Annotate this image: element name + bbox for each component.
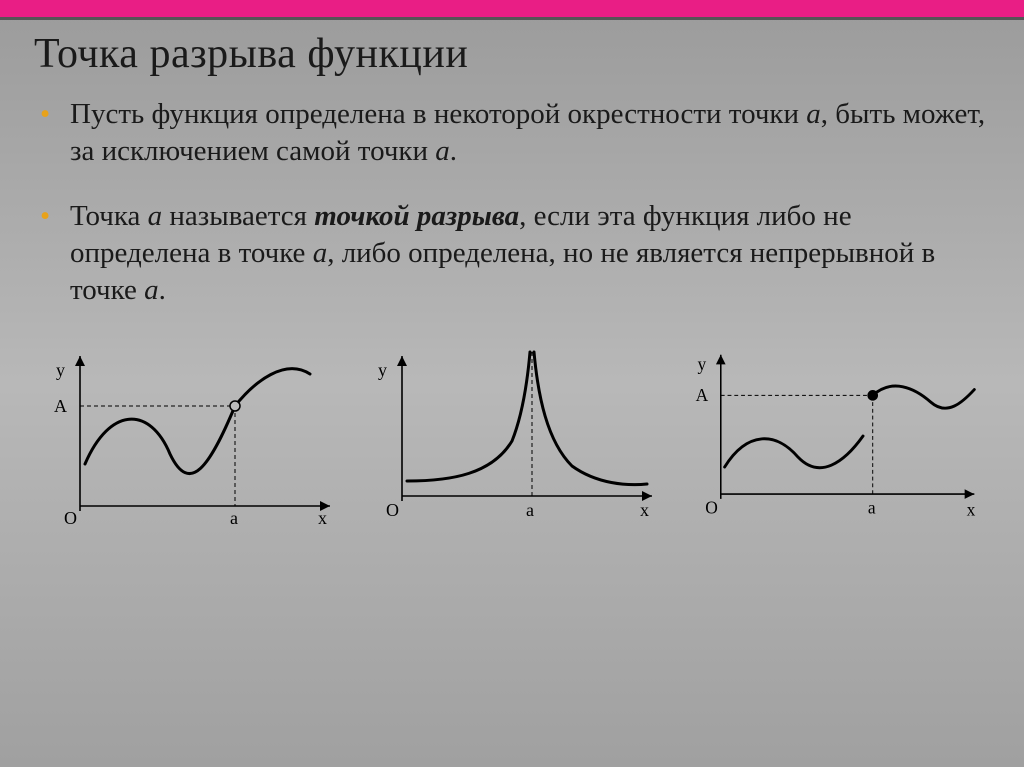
y-label: y [698, 354, 707, 374]
A-label: A [696, 385, 709, 405]
text: . [159, 274, 166, 306]
a-label: а [230, 508, 238, 526]
text: . [450, 135, 457, 167]
curve-right [873, 386, 975, 408]
curve [85, 368, 310, 473]
text: Пусть функция определена в некоторой окр… [70, 98, 806, 130]
bullet-2: Точка a называется точкой разрыва, если … [64, 198, 990, 309]
chart-1: y A O а х [40, 346, 340, 526]
var-a: a [435, 135, 450, 167]
text: называется [162, 200, 314, 232]
slide-title: Точка разрыва функции [34, 30, 990, 78]
y-label: y [378, 360, 387, 380]
curve-left [725, 436, 863, 468]
origin-label: O [64, 508, 77, 526]
var-a: a [806, 98, 821, 130]
text: Точка [70, 200, 148, 232]
charts-row: y A O а х y O а х [34, 338, 990, 526]
curve-left [407, 352, 530, 481]
var-a: a [313, 237, 328, 269]
origin-label: O [386, 500, 399, 520]
bullet-1: Пусть функция определена в некоторой окр… [64, 96, 990, 170]
origin-label: O [705, 497, 718, 517]
curve-right [534, 352, 647, 485]
a-label: а [868, 497, 876, 517]
y-label: y [56, 360, 65, 380]
A-label: A [54, 396, 67, 416]
open-point [230, 401, 240, 411]
a-label: а [526, 500, 534, 520]
x-label: х [640, 500, 649, 520]
chart-3: y A O а х [684, 346, 984, 526]
x-label: х [967, 499, 976, 519]
bullet-list: Пусть функция определена в некоторой окр… [34, 96, 990, 310]
var-a: a [148, 200, 163, 232]
chart-2: y O а х [362, 346, 662, 526]
filled-point [868, 390, 878, 400]
slide-content: Точка разрыва функции Пусть функция опре… [0, 20, 1024, 526]
var-a: a [144, 274, 159, 306]
accent-stripe [0, 0, 1024, 20]
x-label: х [318, 508, 327, 526]
term: точкой разрыва [314, 200, 519, 232]
